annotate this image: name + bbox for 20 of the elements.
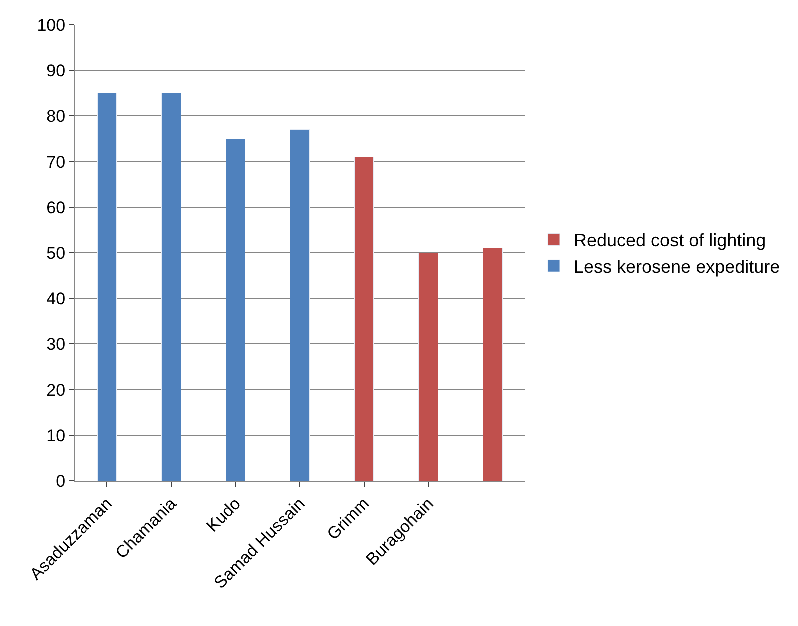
y-tick-label: 80 xyxy=(46,107,66,126)
y-tick-label: 10 xyxy=(46,426,66,446)
y-tick-label: 70 xyxy=(46,152,66,172)
y-tick-label: 20 xyxy=(46,380,66,400)
bar xyxy=(482,248,503,481)
legend-label: Reduced cost of lighting xyxy=(574,230,766,251)
y-tick-label: 50 xyxy=(46,244,66,263)
bar xyxy=(162,93,182,481)
y-tick-label: 90 xyxy=(46,62,66,81)
y-tick-label: 60 xyxy=(46,198,66,218)
y-tick-label: 30 xyxy=(46,335,66,354)
bar xyxy=(290,130,310,481)
bar xyxy=(97,93,118,481)
bar xyxy=(418,252,438,481)
bar xyxy=(226,138,246,481)
y-tick-label: 0 xyxy=(56,472,66,491)
y-tick-label: 100 xyxy=(37,16,66,35)
legend-label: Less kerosene expediture xyxy=(574,257,780,278)
y-tick-label: 40 xyxy=(46,290,66,309)
bar xyxy=(354,156,374,481)
